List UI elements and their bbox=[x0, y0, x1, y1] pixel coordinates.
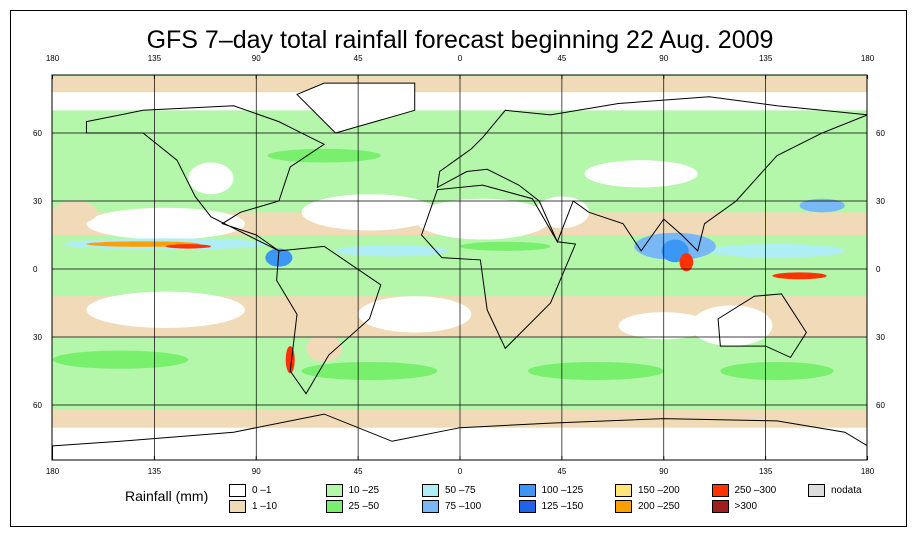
axis-ticks: 180 180 135 135 90 90 45 45 0 0 45 45 90 90 135 135 180 1… bbox=[33, 54, 885, 476]
lon-tick-label: 180 bbox=[46, 54, 60, 63]
lon-tick-label: 90 bbox=[252, 54, 261, 63]
legend-swatch bbox=[808, 484, 825, 497]
legend-swatch bbox=[229, 500, 246, 513]
field-band bbox=[52, 92, 867, 111]
coastline-eurasia bbox=[436, 96, 867, 252]
lat-tick-label: 30 bbox=[33, 197, 42, 206]
lon-tick-label: 90 bbox=[252, 467, 261, 476]
legend-title: Rainfall (mm) bbox=[125, 488, 209, 504]
rainfall-region bbox=[358, 296, 472, 333]
rainfall-region bbox=[799, 198, 845, 213]
coastline-australia bbox=[717, 293, 807, 359]
field-band bbox=[52, 427, 867, 460]
legend-swatch bbox=[615, 484, 632, 497]
legend-swatch bbox=[711, 500, 729, 513]
coastline-south-america bbox=[276, 245, 382, 395]
lat-tick-label: 60 bbox=[876, 129, 885, 138]
lat-tick-label: 60 bbox=[876, 401, 885, 410]
rainfall-region bbox=[414, 198, 551, 240]
rainfall-region bbox=[709, 244, 845, 258]
rainfall-region bbox=[165, 244, 211, 249]
rainfall-region bbox=[267, 148, 381, 163]
rainfall-region bbox=[188, 162, 234, 195]
lon-tick-label: 135 bbox=[148, 467, 162, 476]
rainfall-region bbox=[720, 361, 834, 381]
rainfall-region bbox=[690, 305, 773, 347]
legend-swatch bbox=[422, 484, 439, 497]
legend-swatch bbox=[325, 500, 343, 513]
rainfall-region bbox=[459, 241, 551, 251]
legend-label: 25 –50 bbox=[348, 501, 380, 512]
legend-swatch bbox=[325, 484, 343, 497]
legend-swatch bbox=[229, 484, 246, 497]
legend-label: 1 –10 bbox=[252, 501, 278, 512]
lon-tick-label: 135 bbox=[759, 54, 773, 63]
lat-tick-label: 30 bbox=[33, 333, 42, 342]
lon-tick-label: 180 bbox=[861, 467, 875, 476]
legend-label: 100 –125 bbox=[541, 485, 584, 496]
legend-label: 125 –150 bbox=[541, 501, 584, 512]
lon-tick-label: 0 bbox=[458, 54, 463, 63]
legend-label: 10 –25 bbox=[348, 485, 380, 496]
lon-tick-label: 45 bbox=[557, 54, 566, 63]
rainfall-field bbox=[52, 75, 867, 460]
lon-tick-label: 45 bbox=[557, 467, 566, 476]
rainfall-region bbox=[301, 194, 438, 231]
legend-label: 150 –200 bbox=[638, 485, 680, 496]
rainfall-region bbox=[527, 361, 664, 381]
lon-tick-label: 180 bbox=[861, 54, 875, 63]
legend-swatch bbox=[615, 500, 632, 513]
legend-label: 50 –75 bbox=[445, 485, 476, 496]
rainfall-region bbox=[265, 248, 293, 267]
legend-label: nodata bbox=[831, 485, 862, 496]
rainfall-region bbox=[86, 207, 245, 240]
rainfall-region bbox=[86, 291, 245, 328]
lat-tick-label: 60 bbox=[33, 129, 42, 138]
graticule bbox=[52, 75, 867, 460]
legend-swatch bbox=[711, 484, 729, 497]
legend-label: 75 –100 bbox=[445, 501, 482, 512]
legend-label: >300 bbox=[734, 501, 758, 512]
legend-swatch bbox=[422, 500, 439, 513]
lon-tick-label: 135 bbox=[759, 467, 773, 476]
legend-swatch bbox=[518, 500, 536, 513]
map-title: GFS 7–day total rainfall forecast beginn… bbox=[146, 26, 774, 54]
coastline-greenland bbox=[296, 82, 416, 134]
lon-tick-label: 45 bbox=[354, 467, 363, 476]
lat-tick-label: 30 bbox=[876, 197, 885, 206]
lat-tick-label: 0 bbox=[33, 265, 38, 274]
lon-tick-label: 90 bbox=[659, 467, 668, 476]
rainfall-region bbox=[52, 350, 189, 369]
legend-swatch bbox=[518, 484, 536, 497]
lon-tick-label: 0 bbox=[458, 467, 463, 476]
field-band bbox=[52, 409, 867, 433]
figure-border bbox=[10, 10, 907, 527]
rainfall-region bbox=[301, 361, 438, 381]
lat-tick-label: 0 bbox=[876, 265, 881, 274]
coastline-north-america bbox=[85, 105, 326, 252]
lat-tick-label: 30 bbox=[876, 333, 885, 342]
coastlines bbox=[52, 82, 867, 460]
rainfall-region bbox=[584, 160, 698, 188]
rainfall-region bbox=[772, 272, 827, 280]
field-base bbox=[52, 75, 867, 460]
coastline-antarctica bbox=[52, 413, 867, 460]
lon-tick-label: 135 bbox=[148, 54, 162, 63]
coastline-africa bbox=[420, 184, 577, 350]
rainfall-region bbox=[335, 245, 449, 257]
rainfall-region bbox=[52, 200, 98, 224]
lon-tick-label: 90 bbox=[659, 54, 668, 63]
legend-label: 0 –1 bbox=[252, 485, 272, 496]
lon-tick-label: 45 bbox=[354, 54, 363, 63]
rainfall-region bbox=[306, 334, 343, 362]
legend-label: 250 –300 bbox=[734, 485, 777, 496]
lat-tick-label: 60 bbox=[33, 401, 42, 410]
rainfall-region bbox=[679, 253, 694, 272]
legend-label: 200 –250 bbox=[638, 501, 680, 512]
lon-tick-label: 180 bbox=[46, 467, 60, 476]
